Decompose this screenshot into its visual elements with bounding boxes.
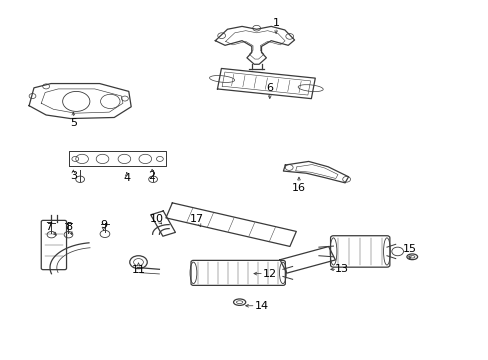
Text: 2: 2 — [148, 171, 155, 181]
Text: 7: 7 — [45, 222, 53, 232]
Text: 15: 15 — [402, 244, 416, 253]
Text: 16: 16 — [291, 183, 305, 193]
Text: 9: 9 — [100, 220, 107, 230]
Text: 1: 1 — [272, 18, 279, 28]
Text: 3: 3 — [70, 171, 77, 181]
Text: 5: 5 — [70, 118, 77, 128]
Text: 13: 13 — [334, 264, 348, 274]
Text: 6: 6 — [266, 83, 273, 93]
Text: 8: 8 — [65, 222, 72, 232]
Text: 14: 14 — [254, 301, 268, 311]
Text: 17: 17 — [190, 214, 204, 224]
Text: 11: 11 — [131, 265, 145, 275]
Text: 12: 12 — [262, 269, 276, 279]
Text: 10: 10 — [150, 214, 163, 224]
Text: 4: 4 — [123, 173, 130, 183]
